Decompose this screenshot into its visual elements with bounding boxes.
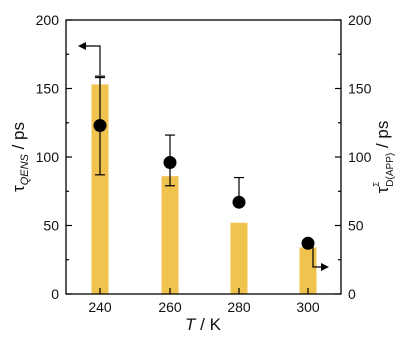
data-point <box>301 236 315 250</box>
right-axis-unit: / ps <box>373 121 392 148</box>
x-axis-variable: T <box>185 315 197 334</box>
right-axis-subscript: D(APP) <box>385 153 396 187</box>
right-y-tick-label: 0 <box>348 286 356 302</box>
left-axis-indicator-arrow <box>84 45 101 76</box>
left-axis-unit: / ps <box>9 122 28 149</box>
x-tick-label: 240 <box>88 299 112 315</box>
right-y-tick-label: 50 <box>348 218 364 234</box>
x-tick-label: 300 <box>296 299 320 315</box>
left-axis-subscript: QENS <box>19 153 31 185</box>
x-tick-label: 280 <box>227 299 251 315</box>
bar <box>91 84 109 294</box>
left-y-tick-label: 150 <box>36 81 60 97</box>
left-axis-title: τQENS / ps <box>9 122 31 192</box>
bar <box>161 176 179 294</box>
right-axis-arrowhead <box>321 263 329 271</box>
errorbar-layer <box>95 75 244 203</box>
left-y-tick-label: 0 <box>51 286 59 302</box>
right-y-tick-label: 100 <box>348 149 372 165</box>
ticks-layer: 0 0 50 50 100 100 150 150 200 200 240 260 280 300 <box>36 12 372 315</box>
right-axis-superscript: Σ <box>372 182 381 187</box>
bars-layer <box>91 84 317 294</box>
left-y-tick-label: 50 <box>43 218 59 234</box>
data-point <box>93 118 107 132</box>
left-y-tick-label: 200 <box>36 12 60 28</box>
data-point <box>163 155 177 169</box>
x-tick-label: 260 <box>158 299 182 315</box>
right-y-tick-label: 200 <box>348 12 372 28</box>
bar <box>299 247 317 294</box>
data-point <box>232 195 246 209</box>
right-y-tick-label: 150 <box>348 81 372 97</box>
points-layer <box>93 118 315 250</box>
right-axis-symbol: τ <box>373 186 392 193</box>
left-axis-arrowhead <box>78 42 86 50</box>
x-axis-unit: / K <box>200 315 221 334</box>
arrows-layer <box>78 42 329 271</box>
x-axis-title: T / K <box>185 315 222 334</box>
right-axis-indicator-arrow <box>312 245 322 268</box>
bar <box>230 222 248 294</box>
left-axis-symbol: τ <box>9 185 28 192</box>
left-y-tick-label: 100 <box>36 149 60 165</box>
right-axis-title: τΣ D(APP) / ps <box>372 121 396 194</box>
